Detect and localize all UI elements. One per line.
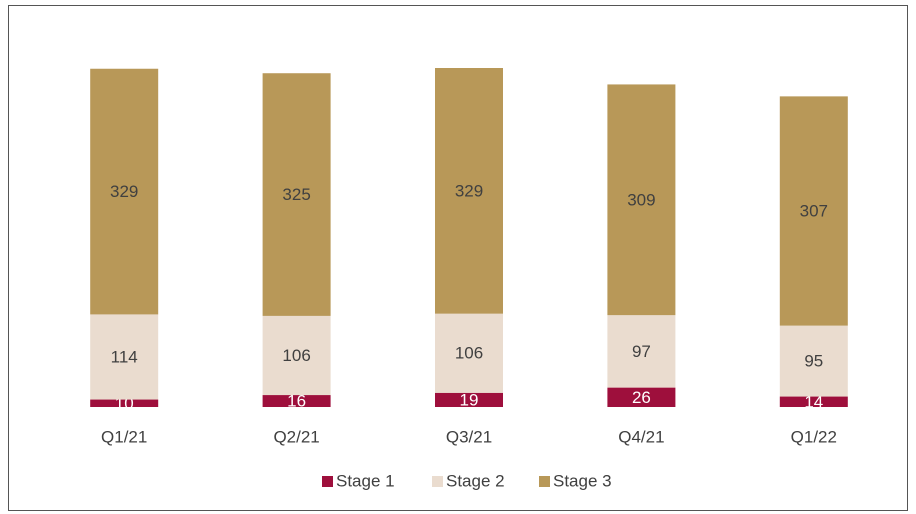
x-tick-label: Q4/21 bbox=[618, 427, 664, 446]
legend-label: Stage 1 bbox=[336, 471, 395, 490]
bar-segment bbox=[90, 399, 159, 407]
legend-label: Stage 3 bbox=[553, 471, 612, 490]
data-label: 325 bbox=[282, 185, 310, 204]
legend-label: Stage 2 bbox=[446, 471, 505, 490]
data-label: 309 bbox=[627, 190, 655, 209]
data-label: 16 bbox=[287, 392, 306, 411]
bar-segment bbox=[607, 315, 676, 388]
bar-segment bbox=[262, 395, 331, 407]
data-label: 19 bbox=[460, 390, 479, 409]
data-label: 106 bbox=[282, 346, 310, 365]
data-label: 329 bbox=[455, 181, 483, 200]
bar-segment bbox=[262, 73, 331, 316]
bar-segment bbox=[262, 315, 331, 396]
data-label: 14 bbox=[804, 392, 823, 411]
x-tick-label: Q3/21 bbox=[446, 427, 492, 446]
legend-swatch bbox=[432, 476, 443, 487]
bar-segment bbox=[435, 313, 503, 393]
data-label: 307 bbox=[800, 201, 828, 220]
data-label: 329 bbox=[110, 182, 138, 201]
legend-swatch bbox=[539, 476, 550, 487]
data-label: 95 bbox=[804, 352, 823, 371]
data-label: 26 bbox=[632, 388, 651, 407]
data-label: 106 bbox=[455, 344, 483, 363]
bar-segment bbox=[607, 387, 676, 407]
bar-segment bbox=[607, 84, 676, 316]
x-tick-label: Q2/21 bbox=[273, 427, 319, 446]
x-tick-label: Q1/22 bbox=[791, 427, 837, 446]
bar-segment bbox=[90, 68, 159, 315]
bar-segment bbox=[779, 96, 848, 326]
bar-segment bbox=[435, 68, 503, 314]
bar-segment bbox=[435, 392, 503, 407]
data-label: 97 bbox=[632, 342, 651, 361]
x-tick-label: Q1/21 bbox=[101, 427, 147, 446]
data-label: 114 bbox=[111, 347, 138, 366]
bar-segment bbox=[90, 314, 159, 400]
bar-segment bbox=[779, 325, 848, 397]
bar-segment bbox=[779, 396, 848, 407]
legend-swatch bbox=[322, 476, 333, 487]
